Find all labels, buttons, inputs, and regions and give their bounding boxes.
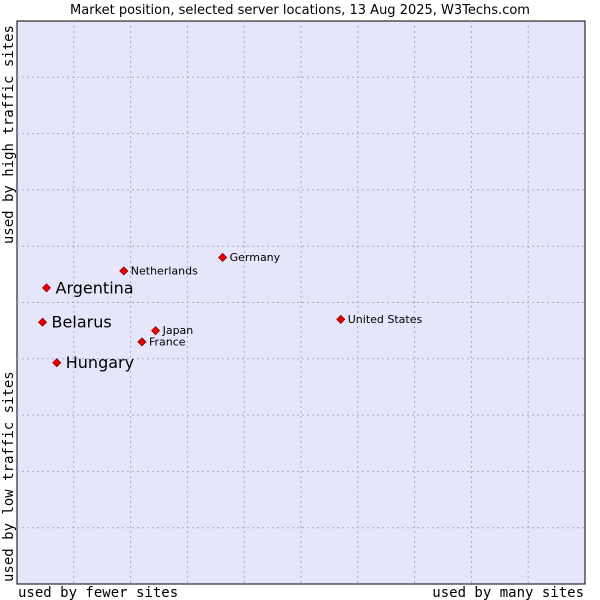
x-axis-label-left: used by fewer sites — [18, 585, 178, 600]
point-label-united-states: United States — [348, 313, 423, 326]
point-marker-hungary — [52, 358, 62, 368]
point-label-france: France — [149, 335, 186, 348]
point-label-japan: Japan — [162, 324, 194, 337]
grid-lines — [17, 21, 585, 584]
data-points: Argentina Belarus Hungary Netherlands German… — [37, 251, 423, 372]
point-label-belarus: Belarus — [52, 313, 112, 332]
point-marker-germany — [218, 252, 228, 263]
point-label-hungary: Hungary — [66, 353, 134, 372]
point-label-argentina: Argentina — [56, 278, 134, 297]
y-axis-label-top: used by high traffic sites — [1, 25, 17, 244]
point-marker-japan — [151, 326, 161, 336]
point-marker-belarus — [37, 317, 48, 327]
point-label-netherlands: Netherlands — [131, 264, 198, 277]
point-marker-argentina — [41, 283, 52, 293]
point-label-germany: Germany — [230, 251, 281, 264]
point-marker-france — [137, 337, 147, 347]
x-axis-label-right: used by many sites — [432, 585, 584, 600]
chart-title: Market position, selected server locatio… — [70, 3, 530, 18]
point-marker-united-states — [336, 314, 346, 324]
point-marker-netherlands — [119, 266, 129, 276]
y-axis-label-bottom: used by low traffic sites — [1, 371, 17, 582]
